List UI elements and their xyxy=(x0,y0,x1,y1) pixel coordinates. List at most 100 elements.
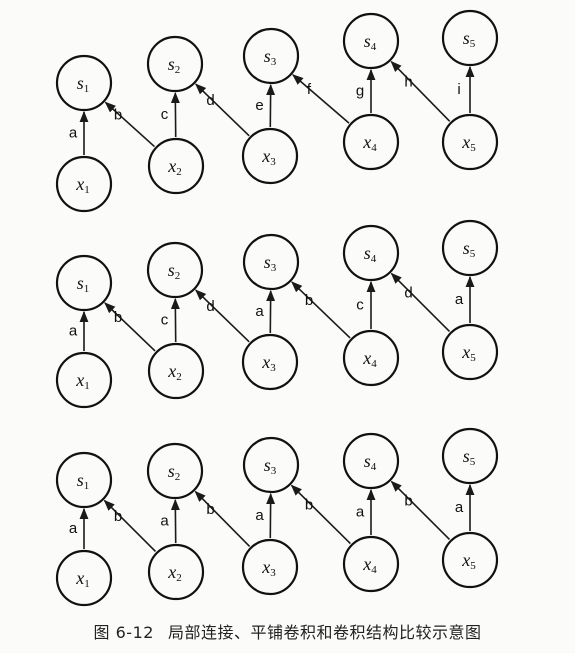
edge-weight-label: b xyxy=(305,292,313,309)
hidden-node-label: s4 xyxy=(364,31,377,53)
edge-weight-label: d xyxy=(206,92,214,109)
edge-weight-label: b xyxy=(404,493,412,510)
edge-weight-label: h xyxy=(404,74,412,91)
panel-local-connection: a b c d e f g h i s1 s2 s3 s4 s5 x1 x2 x3 x4 x5 xyxy=(55,9,499,213)
edge-arrow xyxy=(390,272,451,333)
input-node xyxy=(441,323,499,381)
figure-caption: 图 6-12 局部连接、平铺卷积和卷积结构比较示意图 xyxy=(0,619,575,643)
input-node xyxy=(241,333,299,391)
edge-arrow xyxy=(195,289,250,343)
hidden-node-label: s5 xyxy=(463,446,476,468)
hidden-node-label: s2 xyxy=(168,260,181,282)
hidden-node-label: s4 xyxy=(364,243,377,265)
input-node xyxy=(55,155,113,213)
input-node-label: x2 xyxy=(167,361,182,383)
input-node-label: x2 xyxy=(167,156,182,178)
edge-weight-label: e xyxy=(255,97,263,114)
input-node xyxy=(241,538,299,596)
input-node-label: x5 xyxy=(461,342,476,364)
input-node-label: x5 xyxy=(461,132,476,154)
edge-weight-label: c xyxy=(161,106,169,123)
edge-weight-label: a xyxy=(356,504,365,521)
input-node-label: x3 xyxy=(261,146,276,168)
hidden-node-label: s2 xyxy=(168,54,181,76)
hidden-node xyxy=(242,233,300,291)
input-node-label: x4 xyxy=(362,132,377,154)
edge-weight-label: a xyxy=(255,303,264,320)
hidden-node-label: s1 xyxy=(77,273,90,295)
figure-caption-text: 局部连接、平铺卷积和卷积结构比较示意图 xyxy=(167,623,482,642)
hidden-node xyxy=(342,224,400,282)
edge-arrow xyxy=(194,490,251,547)
hidden-node xyxy=(55,451,113,509)
input-node xyxy=(55,351,113,409)
hidden-node-label: s2 xyxy=(168,461,181,483)
edge-arrow xyxy=(290,484,351,545)
edge-weight-label: a xyxy=(69,520,78,537)
hidden-node xyxy=(242,27,300,85)
edge-weight-label: b xyxy=(114,508,122,525)
input-node xyxy=(55,549,113,607)
edge-arrow xyxy=(103,499,157,553)
input-node-label: x4 xyxy=(362,348,377,370)
input-node xyxy=(342,535,400,593)
edge-arrow xyxy=(292,74,350,124)
input-node xyxy=(441,531,499,589)
edge-weight-label: i xyxy=(457,81,460,98)
hidden-node-label: s4 xyxy=(364,451,377,473)
figure-number: 图 6-12 xyxy=(93,623,154,642)
input-node-label: x1 xyxy=(75,568,90,590)
hidden-node xyxy=(242,436,300,494)
edge-weight-label: d xyxy=(404,285,412,302)
hidden-node xyxy=(441,219,499,277)
input-node xyxy=(147,342,205,400)
edge-weight-label: a xyxy=(255,507,264,524)
edge-arrow xyxy=(195,83,250,137)
edge-weight-label: b xyxy=(114,107,122,124)
input-node xyxy=(342,113,400,171)
input-node-label: x1 xyxy=(75,370,90,392)
input-node xyxy=(147,543,205,601)
input-node xyxy=(147,137,205,195)
hidden-node-label: s1 xyxy=(77,73,90,95)
input-node-label: x3 xyxy=(261,352,276,374)
hidden-node xyxy=(55,54,113,112)
hidden-node xyxy=(441,427,499,485)
hidden-node xyxy=(441,9,499,67)
input-node-label: x2 xyxy=(167,562,182,584)
input-node xyxy=(241,127,299,185)
input-node xyxy=(342,329,400,387)
edge-weight-label: a xyxy=(69,323,78,340)
hidden-node xyxy=(146,35,204,93)
panel-convolution: a b a b a b a b a s1 s2 s3 s4 s5 x1 x2 x3 x4 x5 xyxy=(55,427,499,607)
hidden-node xyxy=(342,432,400,490)
edge-weight-label: b xyxy=(114,309,122,326)
input-node-label: x5 xyxy=(461,550,476,572)
hidden-node xyxy=(55,254,113,312)
edge-weight-label: a xyxy=(455,291,464,308)
edge-arrow xyxy=(104,101,156,148)
input-node-label: x1 xyxy=(75,174,90,196)
edge-weight-label: d xyxy=(206,298,214,315)
hidden-node-label: s3 xyxy=(264,455,277,477)
panel-tiled-convolution: a b c d a b c d a s1 s2 s3 s4 s5 x1 x2 x3 x4 x5 xyxy=(55,219,499,409)
hidden-node-label: s3 xyxy=(264,252,277,274)
hidden-node-label: s3 xyxy=(264,46,277,68)
edge-weight-label: f xyxy=(307,81,312,98)
edge-arrow xyxy=(390,480,451,541)
edge-weight-label: a xyxy=(160,513,169,530)
edge-weight-label: b xyxy=(305,497,313,514)
edge-weight-label: c xyxy=(161,312,169,329)
edge-weight-label: a xyxy=(455,499,464,516)
edge-weight-label: c xyxy=(356,297,364,314)
edge-arrow xyxy=(291,281,351,339)
input-node-label: x4 xyxy=(362,554,377,576)
hidden-node-label: s5 xyxy=(463,28,476,50)
hidden-node-label: s1 xyxy=(77,470,90,492)
input-node xyxy=(441,113,499,171)
input-node-label: x3 xyxy=(261,557,276,579)
edge-weight-label: g xyxy=(356,83,364,100)
edge-arrow xyxy=(104,302,156,352)
edge-weight-label: a xyxy=(69,125,78,142)
